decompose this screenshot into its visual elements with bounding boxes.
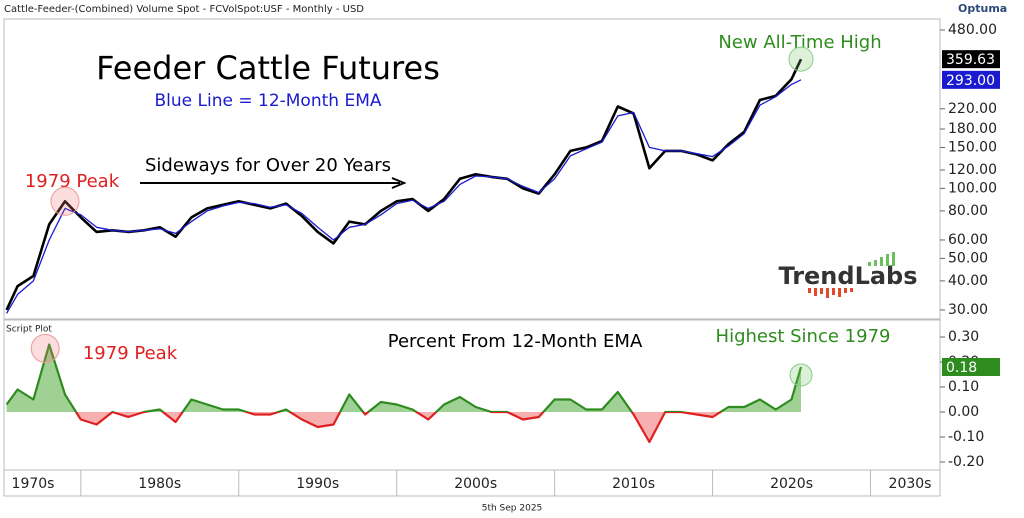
line-series bbox=[5, 343, 803, 412]
value-label: 293.00 bbox=[946, 73, 995, 89]
clip-group bbox=[5, 343, 803, 412]
annotation: Highest Since 1979 bbox=[716, 326, 891, 347]
brand: Optuma bbox=[958, 2, 1007, 15]
y-tick-label: 30.00 bbox=[948, 302, 988, 318]
highlight bbox=[50, 186, 80, 216]
annotation: New All-Time High bbox=[718, 32, 881, 53]
x-axis-panel bbox=[3, 469, 941, 497]
header: Cattle-Feeder-(Combined) Volume Spot - F… bbox=[4, 4, 364, 15]
annotation: 1979 Peak bbox=[83, 343, 178, 364]
y-tick-label: 480.00 bbox=[948, 22, 997, 38]
y-tick-label: 180.00 bbox=[948, 121, 997, 137]
highlight bbox=[789, 363, 813, 387]
y-tick-label: 220.00 bbox=[948, 101, 997, 117]
x-tick-label: 1980s bbox=[138, 476, 181, 492]
value-label: 359.63 bbox=[946, 52, 995, 68]
line-series bbox=[6, 79, 802, 314]
x-tick-label: 2030s bbox=[889, 476, 932, 492]
logo: TrendLabs bbox=[778, 262, 917, 290]
y-tick-label: 60.00 bbox=[948, 232, 988, 248]
x-tick-label: 2020s bbox=[770, 476, 813, 492]
line-series bbox=[74, 412, 723, 444]
y-tick-label: 100.00 bbox=[948, 180, 997, 196]
y-tick-label: 0.30 bbox=[948, 329, 979, 345]
value-label-box bbox=[942, 70, 1000, 89]
plot bbox=[5, 58, 803, 314]
value-label-box bbox=[942, 50, 1000, 69]
price-panel bbox=[3, 18, 941, 320]
y-tick-label: 150.00 bbox=[948, 139, 997, 155]
y-tick-label: 120.00 bbox=[948, 162, 997, 178]
clip-group bbox=[6, 412, 801, 444]
date: 5th Sep 2025 bbox=[482, 504, 543, 514]
value-label-box bbox=[942, 358, 1000, 376]
chart-subtitle: Blue Line = 12-Month EMA bbox=[155, 91, 382, 111]
y-tick-label: -0.20 bbox=[948, 454, 984, 470]
area-series bbox=[6, 412, 801, 442]
value-label: 0.18 bbox=[946, 360, 977, 376]
arrow bbox=[140, 177, 407, 189]
panel-title: Percent From 12-Month EMA bbox=[388, 331, 643, 352]
annotation: 1979 Peak bbox=[25, 171, 120, 192]
logo-bars bbox=[808, 252, 895, 298]
annotation: Sideways for Over 20 Years bbox=[145, 155, 391, 176]
y-tick-label: 0.10 bbox=[948, 379, 979, 395]
panel-label: Script Plot bbox=[6, 325, 52, 335]
x-tick-label: 1990s bbox=[296, 476, 339, 492]
x-tick-label: 2000s bbox=[454, 476, 497, 492]
highlight bbox=[30, 334, 60, 363]
highlight bbox=[788, 46, 814, 72]
y-tick-label: 50.00 bbox=[948, 250, 988, 266]
x-tick-label: 2010s bbox=[612, 476, 655, 492]
x-tick-label: 1970s bbox=[12, 476, 55, 492]
chart-title: Feeder Cattle Futures bbox=[96, 49, 440, 87]
y-tick-label: 80.00 bbox=[948, 203, 988, 219]
y-tick-label: 0.00 bbox=[948, 404, 979, 420]
y-tick-label: 40.00 bbox=[948, 273, 988, 289]
y-tick-label: -0.10 bbox=[948, 429, 984, 445]
